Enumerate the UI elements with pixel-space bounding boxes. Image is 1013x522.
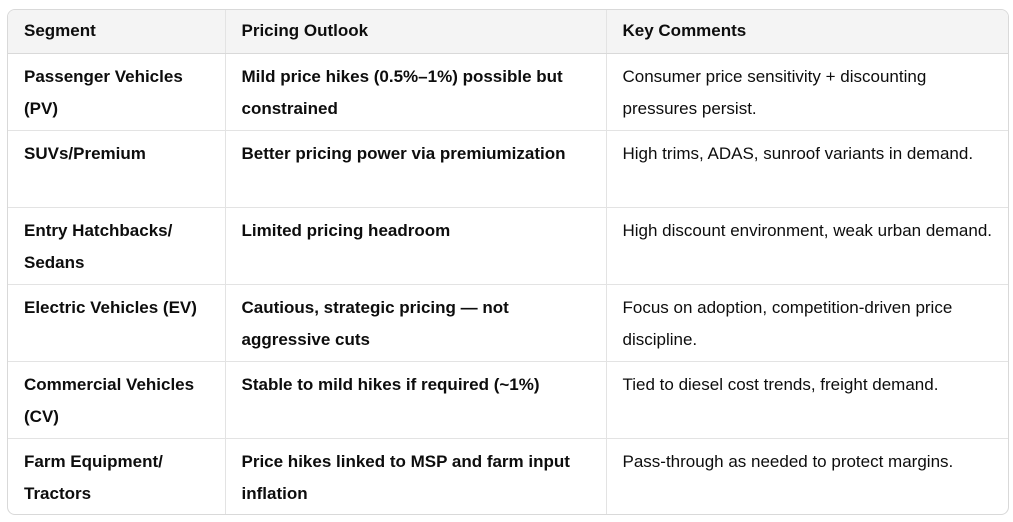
- outlook-cell: Mild price hikes (0.5%–1%) possible but …: [225, 53, 607, 131]
- outlook-cell: Stable to mild hikes if required (~1%): [225, 361, 607, 439]
- segment-cell: Passenger Vehicles (PV): [8, 53, 226, 131]
- pricing-outlook-table: Segment Pricing Outlook Key Comments Pas…: [8, 10, 1008, 514]
- table-row: Entry Hatchbacks/ Sedans Limited pricing…: [8, 207, 1008, 285]
- outlook-cell: Cautious, strategic pricing — not aggres…: [225, 284, 607, 362]
- segment-cell: Farm Equipment/ Tractors: [8, 438, 226, 514]
- table-row: Farm Equipment/ Tractors Price hikes lin…: [8, 438, 1008, 514]
- comment-cell: High discount environment, weak urban de…: [606, 207, 1008, 285]
- segment-cell: Electric Vehicles (EV): [8, 284, 226, 362]
- table-header: Segment Pricing Outlook Key Comments: [8, 10, 1008, 54]
- table-row: Electric Vehicles (EV) Cautious, strateg…: [8, 284, 1008, 362]
- comment-cell: High trims, ADAS, sunroof variants in de…: [606, 130, 1008, 208]
- segment-cell: Commercial Vehicles (CV): [8, 361, 226, 439]
- table-row: Commercial Vehicles (CV) Stable to mild …: [8, 361, 1008, 439]
- header-row: Segment Pricing Outlook Key Comments: [8, 10, 1008, 54]
- comment-cell: Consumer price sensitivity + discounting…: [606, 53, 1008, 131]
- outlook-cell: Better pricing power via premiumization: [225, 130, 607, 208]
- table-row: Passenger Vehicles (PV) Mild price hikes…: [8, 53, 1008, 131]
- pricing-outlook-table-container: Segment Pricing Outlook Key Comments Pas…: [7, 9, 1009, 515]
- comment-cell: Focus on adoption, competition-driven pr…: [606, 284, 1008, 362]
- outlook-cell: Price hikes linked to MSP and farm input…: [225, 438, 607, 514]
- segment-cell: Entry Hatchbacks/ Sedans: [8, 207, 226, 285]
- table-body: Passenger Vehicles (PV) Mild price hikes…: [8, 53, 1008, 514]
- table-row: SUVs/Premium Better pricing power via pr…: [8, 130, 1008, 208]
- header-segment: Segment: [8, 10, 226, 54]
- segment-cell: SUVs/Premium: [8, 130, 226, 208]
- outlook-cell: Limited pricing headroom: [225, 207, 607, 285]
- comment-cell: Tied to diesel cost trends, freight dema…: [606, 361, 1008, 439]
- comment-cell: Pass-through as needed to protect margin…: [622, 451, 954, 471]
- header-pricing-outlook: Pricing Outlook: [225, 10, 607, 54]
- header-key-comments: Key Comments: [606, 10, 1008, 54]
